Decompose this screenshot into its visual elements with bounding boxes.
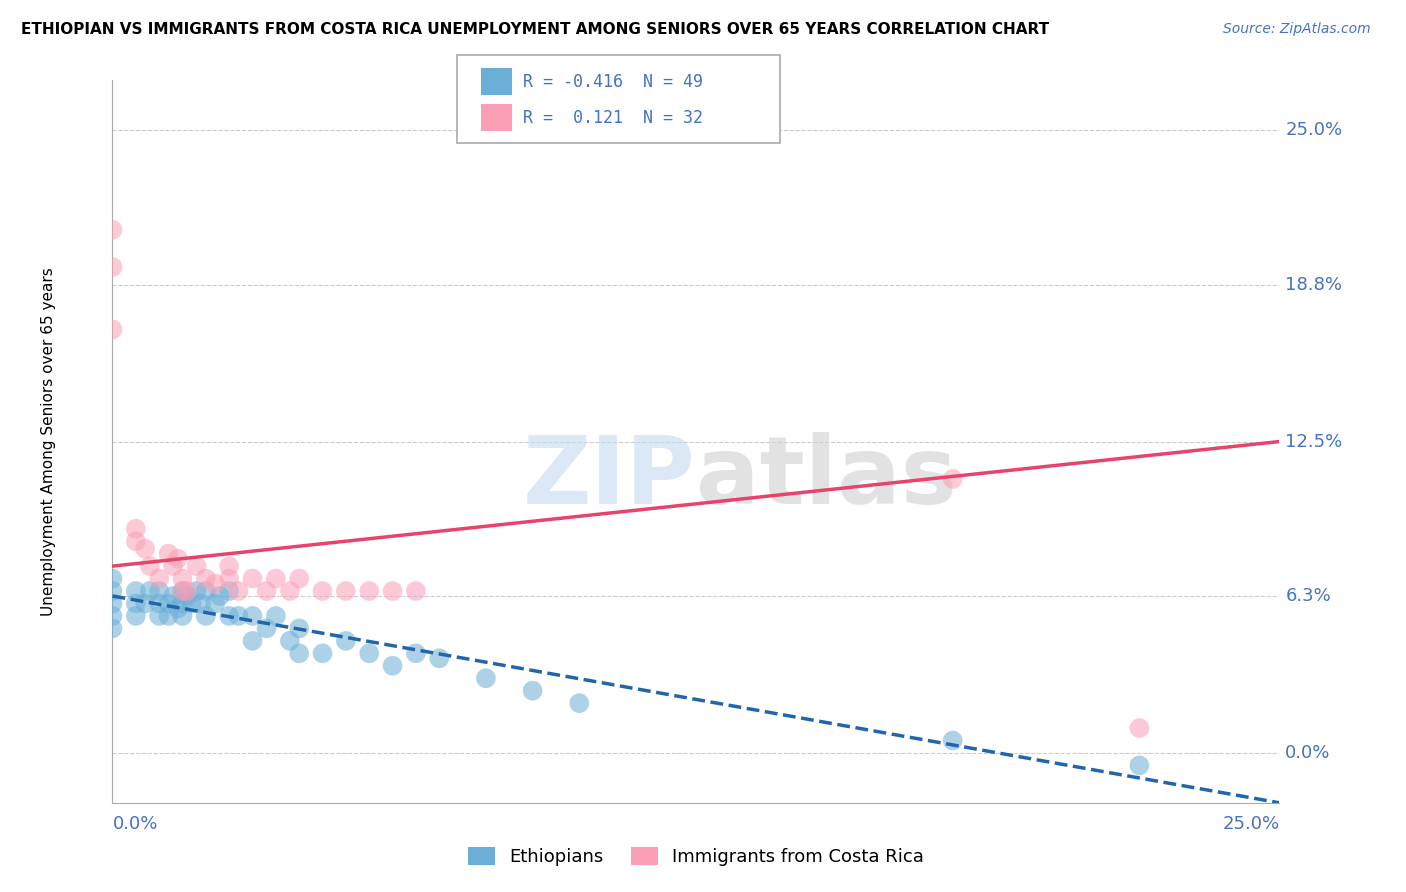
Point <box>278 584 301 599</box>
Text: atlas: atlas <box>696 432 957 524</box>
Point <box>288 572 311 586</box>
Point <box>172 572 194 586</box>
Point <box>194 572 217 586</box>
Point <box>218 609 240 624</box>
Point <box>335 633 357 648</box>
Point <box>359 646 381 660</box>
Point <box>186 559 208 574</box>
Point <box>176 584 198 599</box>
Point <box>475 671 498 685</box>
Point <box>218 584 240 599</box>
Point <box>180 597 202 611</box>
Point <box>134 541 156 556</box>
Point <box>125 522 148 536</box>
Point <box>186 584 208 599</box>
Point <box>176 589 198 603</box>
Point <box>381 658 404 673</box>
Legend: Ethiopians, Immigrants from Costa Rica: Ethiopians, Immigrants from Costa Rica <box>461 839 931 873</box>
Point <box>101 223 124 237</box>
Text: 25.0%: 25.0% <box>1222 815 1279 833</box>
Point <box>359 584 381 599</box>
Point <box>208 589 231 603</box>
Point <box>148 609 170 624</box>
Point <box>162 559 184 574</box>
Point <box>1128 758 1150 772</box>
Point <box>166 601 188 615</box>
Point <box>125 534 148 549</box>
Point <box>204 597 226 611</box>
Point <box>218 572 240 586</box>
Point <box>194 584 217 599</box>
Point <box>311 584 333 599</box>
Point <box>162 589 184 603</box>
Point <box>242 572 264 586</box>
Text: R = -0.416  N = 49: R = -0.416 N = 49 <box>523 73 703 91</box>
Point <box>264 609 287 624</box>
Point <box>157 597 180 611</box>
Text: 0.0%: 0.0% <box>1285 744 1330 762</box>
Point <box>942 733 965 747</box>
Point <box>256 584 278 599</box>
Point <box>405 646 427 660</box>
Point <box>101 597 124 611</box>
Point <box>166 551 188 566</box>
Point <box>381 584 404 599</box>
Point <box>172 597 194 611</box>
Point <box>157 547 180 561</box>
Point <box>427 651 450 665</box>
Point <box>218 559 240 574</box>
Point <box>190 597 212 611</box>
Point <box>172 584 194 599</box>
Point <box>101 322 124 336</box>
Text: 18.8%: 18.8% <box>1285 276 1343 293</box>
Point <box>228 584 250 599</box>
Point <box>311 646 333 660</box>
Point <box>256 621 278 635</box>
Text: ETHIOPIAN VS IMMIGRANTS FROM COSTA RICA UNEMPLOYMENT AMONG SENIORS OVER 65 YEARS: ETHIOPIAN VS IMMIGRANTS FROM COSTA RICA … <box>21 22 1049 37</box>
Point <box>522 683 544 698</box>
Point <box>172 609 194 624</box>
Point <box>405 584 427 599</box>
Text: ZIP: ZIP <box>523 432 696 524</box>
Text: Source: ZipAtlas.com: Source: ZipAtlas.com <box>1223 22 1371 37</box>
Point <box>101 584 124 599</box>
Point <box>125 597 148 611</box>
Point <box>101 572 124 586</box>
Point <box>1128 721 1150 735</box>
Point <box>335 584 357 599</box>
Point <box>942 472 965 486</box>
Point <box>194 609 217 624</box>
Text: 12.5%: 12.5% <box>1285 433 1343 450</box>
Text: 25.0%: 25.0% <box>1285 121 1343 139</box>
Point <box>101 260 124 274</box>
Point <box>288 621 311 635</box>
Point <box>264 572 287 586</box>
Text: Unemployment Among Seniors over 65 years: Unemployment Among Seniors over 65 years <box>41 268 56 615</box>
Point <box>134 597 156 611</box>
Text: 0.0%: 0.0% <box>112 815 157 833</box>
Point <box>278 633 301 648</box>
Point <box>157 609 180 624</box>
Point <box>242 609 264 624</box>
Point <box>125 584 148 599</box>
Point <box>288 646 311 660</box>
Point <box>568 696 591 710</box>
Point <box>101 609 124 624</box>
Point <box>101 621 124 635</box>
Point <box>125 609 148 624</box>
Point <box>139 584 162 599</box>
Point <box>204 576 226 591</box>
Point <box>172 584 194 599</box>
Point <box>228 609 250 624</box>
Point <box>148 572 170 586</box>
Point <box>242 633 264 648</box>
Text: 6.3%: 6.3% <box>1285 587 1331 605</box>
Point <box>148 597 170 611</box>
Point <box>148 584 170 599</box>
Text: R =  0.121  N = 32: R = 0.121 N = 32 <box>523 109 703 127</box>
Point <box>139 559 162 574</box>
